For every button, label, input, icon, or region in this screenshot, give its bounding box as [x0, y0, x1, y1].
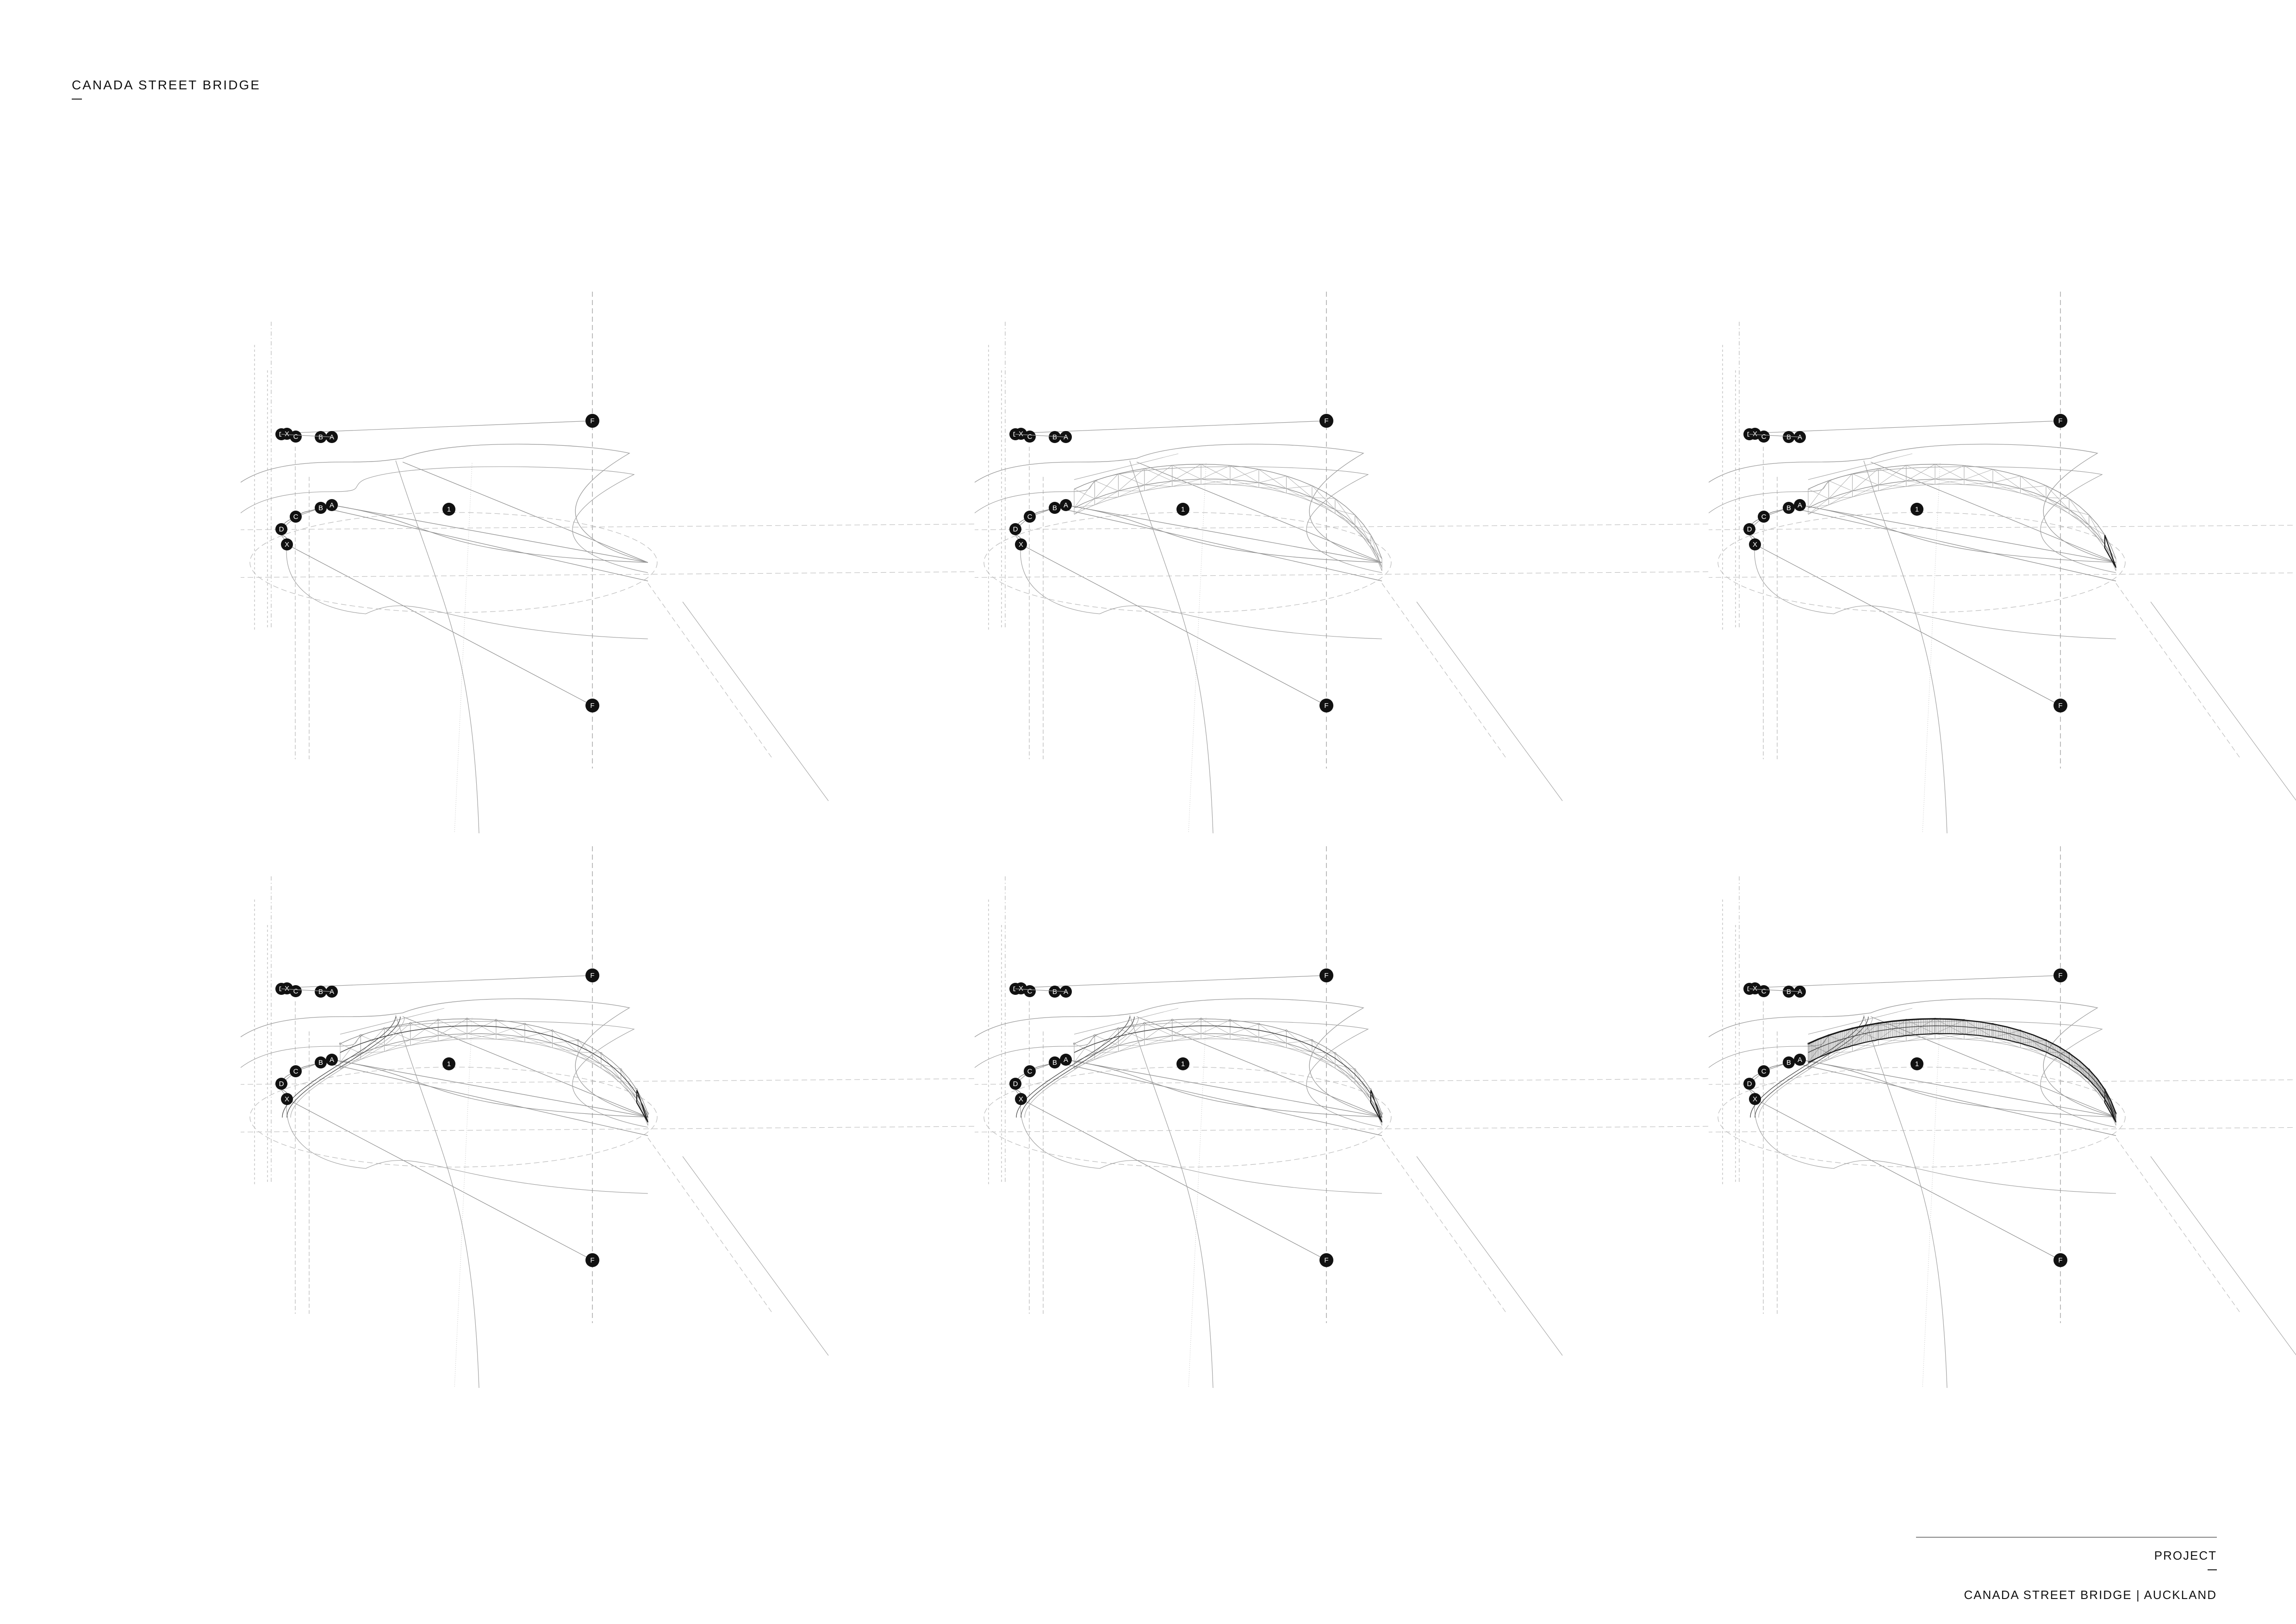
svg-text:A: A: [1064, 433, 1068, 441]
svg-text:F: F: [2058, 1256, 2062, 1264]
svg-text:F: F: [1324, 1256, 1328, 1264]
svg-text:C: C: [293, 433, 299, 441]
svg-text:F: F: [2058, 972, 2062, 980]
svg-text:F: F: [1324, 417, 1328, 425]
svg-text:1: 1: [1915, 506, 1919, 513]
svg-text:X: X: [1753, 1095, 1757, 1103]
svg-text:D: D: [279, 1080, 284, 1088]
svg-text:C: C: [1761, 987, 1767, 995]
svg-text:A: A: [330, 501, 334, 509]
svg-text:F: F: [590, 417, 594, 425]
svg-text:F: F: [1324, 702, 1328, 710]
svg-text:B: B: [1786, 988, 1791, 996]
svg-text:C: C: [293, 1068, 299, 1075]
svg-text:D: D: [1747, 525, 1752, 533]
svg-text:A: A: [1064, 988, 1068, 996]
svg-text:F: F: [2058, 702, 2062, 710]
svg-text:B: B: [318, 433, 323, 441]
svg-text:B: B: [318, 988, 323, 996]
svg-text:X: X: [1019, 985, 1023, 993]
svg-text:C: C: [1027, 987, 1033, 995]
svg-text:F: F: [590, 972, 594, 980]
svg-text:D: D: [1013, 525, 1018, 533]
svg-text:X: X: [1753, 985, 1757, 993]
svg-text:B: B: [1052, 433, 1057, 441]
svg-text:X: X: [285, 430, 289, 438]
svg-text:B: B: [1786, 433, 1791, 441]
svg-text:X: X: [1019, 1095, 1023, 1103]
svg-text:1: 1: [447, 506, 451, 513]
svg-text:A: A: [1798, 501, 1802, 509]
svg-text:X: X: [1753, 541, 1757, 549]
svg-text:C: C: [1027, 513, 1033, 521]
svg-text:A: A: [1798, 988, 1802, 996]
svg-text:D: D: [279, 525, 284, 533]
svg-text:X: X: [1753, 430, 1757, 438]
svg-text:B: B: [318, 1059, 323, 1067]
svg-text:B: B: [318, 504, 323, 512]
svg-text:D: D: [1013, 1080, 1018, 1088]
svg-text:F: F: [590, 1256, 594, 1264]
svg-text:C: C: [1027, 1068, 1033, 1075]
svg-text:F: F: [2058, 417, 2062, 425]
svg-text:1: 1: [1915, 1060, 1919, 1068]
svg-text:C: C: [1761, 1068, 1767, 1075]
svg-text:X: X: [285, 985, 289, 993]
svg-text:B: B: [1786, 504, 1791, 512]
svg-text:A: A: [1064, 1056, 1068, 1064]
svg-text:D: D: [1747, 1080, 1752, 1088]
svg-text:F: F: [1324, 972, 1328, 980]
svg-text:C: C: [1761, 513, 1767, 521]
svg-text:B: B: [1786, 1059, 1791, 1067]
svg-text:A: A: [330, 433, 334, 441]
svg-text:F: F: [590, 702, 594, 710]
svg-text:B: B: [1052, 988, 1057, 996]
svg-text:A: A: [1798, 433, 1802, 441]
svg-text:X: X: [285, 541, 289, 549]
svg-text:A: A: [330, 988, 334, 996]
svg-text:A: A: [1064, 501, 1068, 509]
svg-text:C: C: [293, 987, 299, 995]
svg-text:C: C: [1761, 433, 1767, 441]
svg-text:B: B: [1052, 504, 1057, 512]
svg-text:X: X: [1019, 541, 1023, 549]
svg-text:A: A: [330, 1056, 334, 1064]
svg-text:X: X: [285, 1095, 289, 1103]
svg-text:C: C: [293, 513, 299, 521]
svg-text:X: X: [1019, 430, 1023, 438]
svg-text:1: 1: [1181, 1060, 1185, 1068]
svg-text:1: 1: [447, 1060, 451, 1068]
svg-text:A: A: [1798, 1056, 1802, 1064]
svg-text:1: 1: [1181, 506, 1185, 513]
svg-text:B: B: [1052, 1059, 1057, 1067]
svg-text:C: C: [1027, 433, 1033, 441]
